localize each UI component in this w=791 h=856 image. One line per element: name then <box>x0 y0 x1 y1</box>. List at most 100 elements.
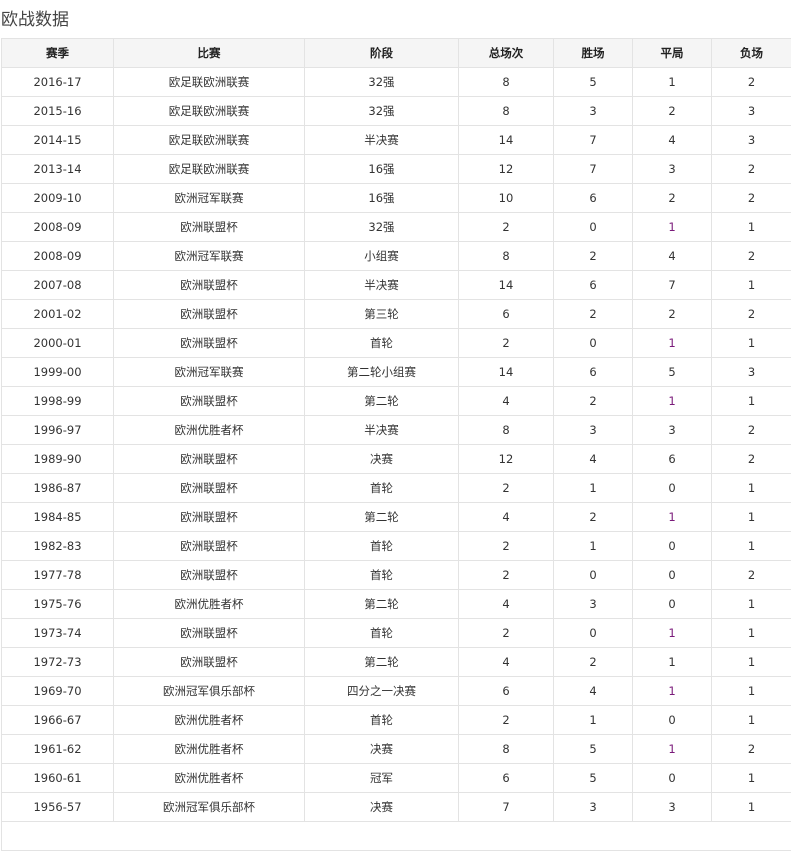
cell-draws: 1 <box>632 647 712 677</box>
cell-losses: 2 <box>711 241 791 271</box>
cell-losses: 2 <box>711 154 791 184</box>
cell-season: 1972-73 <box>1 647 114 677</box>
cell-stage: 第二轮 <box>304 386 459 416</box>
cell-competition: 欧足联欧洲联赛 <box>113 67 305 97</box>
cell-wins: 2 <box>553 502 633 532</box>
cell-season: 1986-87 <box>1 473 114 503</box>
cell-losses: 3 <box>711 96 791 126</box>
cell-season: 1989-90 <box>1 444 114 474</box>
cell-competition: 欧洲联盟杯 <box>113 502 305 532</box>
table-row: 2014-15 欧足联欧洲联赛 半决赛 14 7 4 3 <box>1 125 791 155</box>
cell-competition: 欧洲联盟杯 <box>113 444 305 474</box>
cell-wins: 0 <box>553 212 633 242</box>
cell-competition: 欧洲联盟杯 <box>113 473 305 503</box>
cell-season: 1960-61 <box>1 763 114 793</box>
cell-wins: 5 <box>553 67 633 97</box>
cell-losses: 1 <box>711 618 791 648</box>
cell-stage: 半决赛 <box>304 125 459 155</box>
cell-competition: 欧足联欧洲联赛 <box>113 125 305 155</box>
cell-draws: 0 <box>632 473 712 503</box>
page-title: 欧战数据 <box>1 10 69 30</box>
cell-wins: 1 <box>553 705 633 735</box>
cell-losses: 1 <box>711 212 791 242</box>
cell-wins: 4 <box>553 676 633 706</box>
cell-draws: 3 <box>632 154 712 184</box>
cell-season: 2008-09 <box>1 241 114 271</box>
cell-competition: 欧洲联盟杯 <box>113 328 305 358</box>
header-season: 赛季 <box>1 38 114 68</box>
cell-draws: 2 <box>632 96 712 126</box>
table-row: 2001-02 欧洲联盟杯 第三轮 6 2 2 2 <box>1 299 791 329</box>
cell-competition: 欧足联欧洲联赛 <box>113 96 305 126</box>
cell-season: 2007-08 <box>1 270 114 300</box>
cell-stage: 32强 <box>304 212 459 242</box>
cell-stage: 首轮 <box>304 473 459 503</box>
cell-draws: 2 <box>632 183 712 213</box>
cell-season: 1996-97 <box>1 415 114 445</box>
cell-draws: 1 <box>632 676 712 706</box>
cell-wins: 7 <box>553 125 633 155</box>
cell-losses: 1 <box>711 676 791 706</box>
header-losses: 负场 <box>711 38 791 68</box>
cell-losses: 1 <box>711 270 791 300</box>
table-row: 1989-90 欧洲联盟杯 决赛 12 4 6 2 <box>1 444 791 474</box>
cell-stage: 第三轮 <box>304 299 459 329</box>
cell-competition: 欧洲联盟杯 <box>113 386 305 416</box>
cell-competition: 欧洲冠军俱乐部杯 <box>113 676 305 706</box>
table-row: 1973-74 欧洲联盟杯 首轮 2 0 1 1 <box>1 618 791 648</box>
cell-wins: 3 <box>553 792 633 822</box>
cell-played: 14 <box>458 125 554 155</box>
cell-played: 2 <box>458 618 554 648</box>
cell-wins: 0 <box>553 560 633 590</box>
cell-season: 1969-70 <box>1 676 114 706</box>
cell-played: 4 <box>458 386 554 416</box>
cell-wins: 2 <box>553 241 633 271</box>
cell-draws: 0 <box>632 763 712 793</box>
cell-wins: 5 <box>553 734 633 764</box>
table-row: 2009-10 欧洲冠军联赛 16强 10 6 2 2 <box>1 183 791 213</box>
cell-played: 2 <box>458 473 554 503</box>
header-row: 赛季 比赛 阶段 总场次 胜场 平局 负场 <box>1 38 791 68</box>
cell-draws: 4 <box>632 241 712 271</box>
cell-played: 10 <box>458 183 554 213</box>
cell-stage: 32强 <box>304 67 459 97</box>
cell-wins: 2 <box>553 386 633 416</box>
cell-losses: 3 <box>711 125 791 155</box>
table-row: 2007-08 欧洲联盟杯 半决赛 14 6 7 1 <box>1 270 791 300</box>
cell-wins: 2 <box>553 647 633 677</box>
cell-losses: 1 <box>711 589 791 619</box>
table-row: 1972-73 欧洲联盟杯 第二轮 4 2 1 1 <box>1 647 791 677</box>
header-draws: 平局 <box>632 38 712 68</box>
cell-competition: 欧洲联盟杯 <box>113 618 305 648</box>
table-row: 1996-97 欧洲优胜者杯 半决赛 8 3 3 2 <box>1 415 791 445</box>
cell-draws: 5 <box>632 357 712 387</box>
cell-played: 4 <box>458 647 554 677</box>
cell-stage: 小组赛 <box>304 241 459 271</box>
cell-stage: 决赛 <box>304 792 459 822</box>
header-played: 总场次 <box>458 38 554 68</box>
cell-wins: 0 <box>553 328 633 358</box>
cell-losses: 2 <box>711 734 791 764</box>
cell-season: 1966-67 <box>1 705 114 735</box>
cell-wins: 3 <box>553 589 633 619</box>
cell-wins: 5 <box>553 763 633 793</box>
cell-stage: 决赛 <box>304 444 459 474</box>
table-row: 1998-99 欧洲联盟杯 第二轮 4 2 1 1 <box>1 386 791 416</box>
cell-competition: 欧洲冠军联赛 <box>113 357 305 387</box>
cell-played: 4 <box>458 502 554 532</box>
cell-draws: 2 <box>632 299 712 329</box>
cell-season: 2008-09 <box>1 212 114 242</box>
cell-draws: 0 <box>632 531 712 561</box>
cell-played: 14 <box>458 270 554 300</box>
cell-season: 2014-15 <box>1 125 114 155</box>
cell-played: 6 <box>458 299 554 329</box>
cell-season: 2015-16 <box>1 96 114 126</box>
table-row: 1986-87 欧洲联盟杯 首轮 2 1 0 1 <box>1 473 791 503</box>
cell-draws: 1 <box>632 67 712 97</box>
cell-season: 2000-01 <box>1 328 114 358</box>
table-row: 1956-57 欧洲冠军俱乐部杯 决赛 7 3 3 1 <box>1 792 791 822</box>
cell-stage: 半决赛 <box>304 415 459 445</box>
cell-season: 1998-99 <box>1 386 114 416</box>
table-row: 1999-00 欧洲冠军联赛 第二轮小组赛 14 6 5 3 <box>1 357 791 387</box>
cell-losses: 2 <box>711 299 791 329</box>
